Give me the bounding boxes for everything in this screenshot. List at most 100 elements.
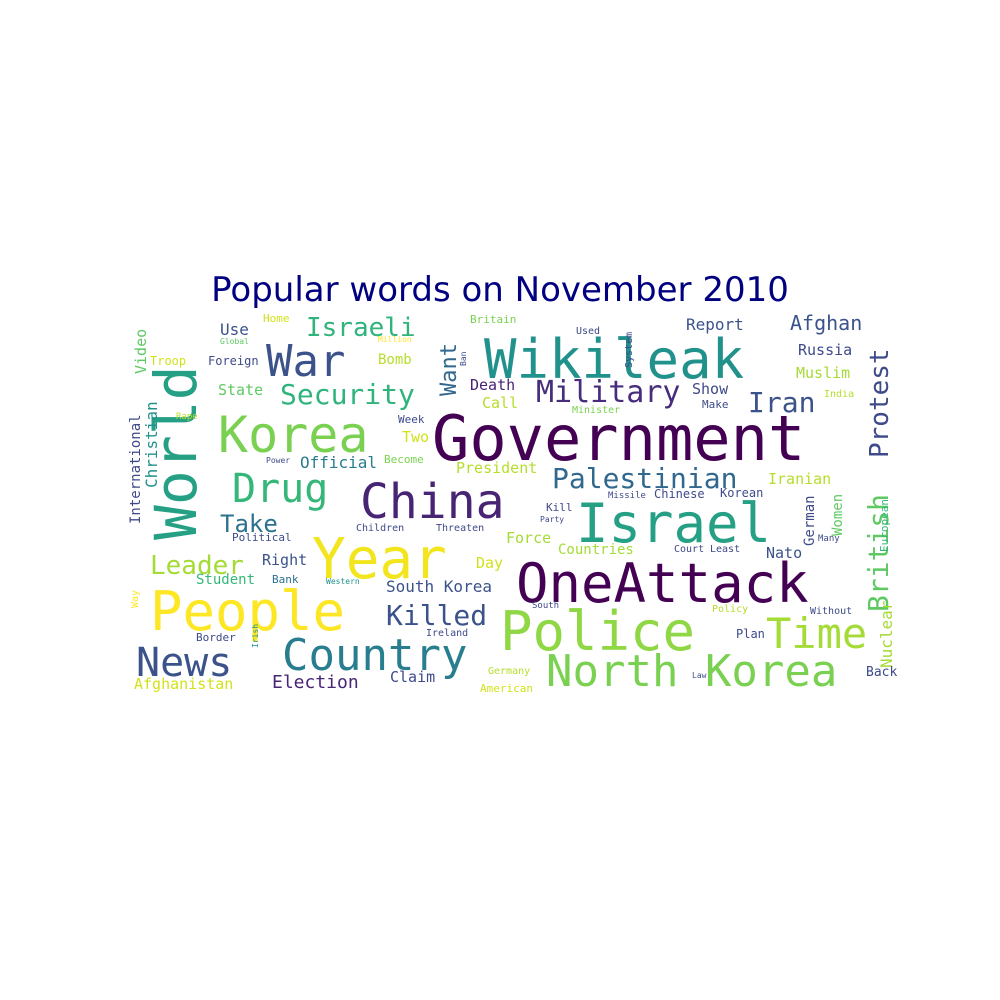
word-official: Official (300, 453, 377, 472)
word-south: South (532, 601, 559, 611)
word-leader: Leader (150, 551, 244, 581)
word-system: System (624, 332, 635, 368)
word-country: Country (282, 630, 467, 681)
word-nato: Nato (766, 544, 802, 562)
word-show: Show (692, 380, 729, 398)
word-foreign: Foreign (208, 354, 259, 368)
word-german: German (802, 495, 818, 546)
word-countries: Countries (558, 542, 634, 558)
word-russia: Russia (798, 341, 852, 359)
word-iranian: Iranian (768, 470, 831, 488)
word-two: Two (402, 428, 429, 446)
word-chinese: Chinese (654, 487, 705, 501)
word-children: Children (356, 523, 404, 534)
word-court: Court (674, 544, 704, 555)
word-global: Global (220, 337, 249, 346)
word-war: War (266, 336, 345, 387)
word-want: Want (437, 343, 462, 396)
word-china: China (360, 474, 505, 530)
word-bank: Bank (272, 573, 299, 586)
word-oneattack: OneAttack (516, 552, 809, 615)
word-drug: Drug (232, 466, 328, 512)
word-wikileak: Wikileak (484, 328, 744, 391)
word-afghanistan: Afghanistan (134, 675, 233, 693)
word-police: Police (500, 600, 695, 663)
word-time: Time (766, 609, 867, 658)
word-north-korea: North Korea (546, 646, 837, 697)
word-troop: Troop (150, 354, 186, 368)
word-government: Government (432, 402, 805, 475)
word-million: Million (378, 335, 412, 344)
word-right: Right (262, 551, 307, 569)
word-many: Many (818, 534, 840, 544)
word-military: Military (536, 375, 681, 410)
word-palestinian: Palestinian (552, 462, 737, 495)
word-video: Video (132, 329, 150, 374)
word-without: Without (810, 606, 852, 617)
word-minister: Minister (572, 405, 620, 416)
word-report: Report (686, 315, 744, 334)
word-international: International (128, 414, 144, 524)
word-germany: Germany (488, 666, 530, 677)
word-threaten: Threaten (436, 523, 484, 534)
word-become: Become (384, 453, 424, 466)
word-british: British (862, 494, 895, 612)
word-kill: Kill (546, 501, 573, 514)
word-call: Call (482, 394, 518, 412)
word-korean: Korean (720, 486, 763, 500)
word-people: People (150, 580, 345, 643)
word-christian: Christian (142, 401, 161, 488)
word-western: Western (326, 577, 360, 586)
word-korea: Korea (218, 406, 369, 464)
word-way: Way (130, 590, 141, 608)
word-home: Home (263, 312, 290, 325)
word-party: Party (540, 515, 564, 524)
word-day: Day (476, 554, 503, 572)
word-britain: Britain (470, 313, 516, 326)
chart-title: Popular words on November 2010 (211, 270, 789, 310)
word-muslim: Muslim (796, 364, 850, 382)
word-least: Least (710, 544, 740, 555)
word-border: Border (196, 631, 236, 644)
word-world: World (142, 365, 210, 540)
word-power: Power (266, 456, 290, 465)
word-make: Make (702, 398, 729, 411)
word-india: India (824, 389, 854, 400)
word-news: News (136, 640, 232, 686)
word-rape: Rape (176, 412, 198, 422)
word-afghan: Afghan (790, 311, 862, 335)
word-israeli: Israeli (306, 313, 416, 343)
word-ireland: Ireland (426, 628, 468, 639)
word-security: Security (280, 378, 415, 411)
word-used: Used (576, 326, 600, 337)
word-south-korea: South Korea (386, 577, 492, 596)
word-take: Take (220, 510, 278, 538)
word-force: Force (506, 529, 551, 547)
word-killed: Killed (386, 599, 487, 632)
word-year: Year (312, 527, 447, 592)
word-president: President (456, 459, 537, 477)
word-state: State (218, 381, 263, 399)
word-american: American (480, 682, 533, 695)
word-claim: Claim (390, 668, 435, 686)
word-ban: Ban (459, 351, 468, 366)
word-missile: Missile (608, 491, 646, 501)
word-women: Women (830, 494, 846, 536)
word-election: Election (272, 672, 359, 693)
word-death: Death (470, 376, 515, 394)
word-political: Political (232, 531, 292, 544)
word-use: Use (220, 320, 249, 339)
word-european: European (878, 499, 891, 552)
word-week: Week (398, 413, 425, 426)
word-irish: Irish (251, 624, 260, 648)
word-back: Back (866, 665, 897, 680)
word-nuclear: Nuclear (877, 600, 896, 668)
word-iran: Iran (748, 386, 815, 419)
word-policy: Policy (712, 604, 748, 615)
word-israel: Israel (576, 492, 771, 555)
word-law: Law (692, 671, 707, 680)
word-protest: Protest (865, 348, 895, 458)
word-student: Student (196, 572, 255, 588)
